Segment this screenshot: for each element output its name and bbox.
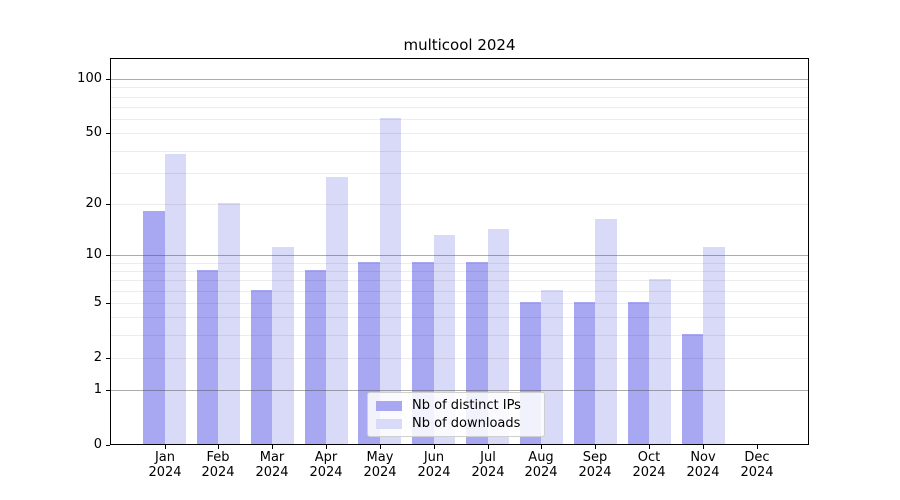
y-tick-label: 20 xyxy=(85,196,102,211)
bar-distinct-ips xyxy=(143,210,165,444)
x-tick-label: Nov 2024 xyxy=(686,450,720,480)
x-axis-tick xyxy=(380,445,381,449)
x-tick-label: Jul 2024 xyxy=(471,450,505,480)
x-axis-tick xyxy=(165,445,166,449)
bar-downloads xyxy=(649,279,671,444)
bar-distinct-ips xyxy=(627,302,650,444)
bar-downloads xyxy=(541,289,563,444)
bar-downloads xyxy=(433,234,456,444)
y-axis-tick xyxy=(106,204,110,205)
x-axis-tick xyxy=(488,445,489,449)
y-axis-tick xyxy=(106,255,110,256)
bar-downloads xyxy=(487,229,510,444)
gridline-minor xyxy=(111,203,808,205)
bar-distinct-ips xyxy=(250,289,273,444)
bar-distinct-ips xyxy=(304,269,327,444)
x-tick-label: Dec 2024 xyxy=(740,450,774,480)
x-axis-tick xyxy=(218,445,219,449)
y-axis-tick xyxy=(106,358,110,359)
x-axis-tick xyxy=(703,445,704,449)
y-axis-tick xyxy=(106,445,110,446)
x-tick-label: Apr 2024 xyxy=(309,450,343,480)
y-axis-tick xyxy=(106,133,110,134)
y-tick-label: 100 xyxy=(77,71,102,86)
x-axis-tick xyxy=(272,445,273,449)
plot-area xyxy=(110,58,809,445)
bar-distinct-ips xyxy=(681,334,703,444)
x-tick-label: Sep 2024 xyxy=(578,450,612,480)
legend-label-downloads: Nb of downloads xyxy=(412,416,521,431)
bar-downloads xyxy=(379,118,402,444)
bar-downloads xyxy=(164,153,186,444)
x-axis-tick xyxy=(649,445,650,449)
x-tick-label: Oct 2024 xyxy=(632,450,666,480)
y-tick-label: 1 xyxy=(93,382,102,397)
gridline-minor xyxy=(111,96,808,98)
bar-downloads xyxy=(326,177,348,444)
legend-row-distinct-ips: Nb of distinct IPs xyxy=(376,398,536,413)
bar-downloads xyxy=(218,202,240,444)
y-tick-label: 5 xyxy=(93,295,102,310)
y-axis-tick xyxy=(106,79,110,80)
x-axis-tick xyxy=(326,445,327,449)
x-axis-tick xyxy=(541,445,542,449)
legend-swatch-downloads xyxy=(376,418,402,429)
bar-downloads xyxy=(703,247,725,444)
bar-distinct-ips xyxy=(196,269,219,444)
x-tick-label: Jan 2024 xyxy=(148,450,182,480)
gridline-minor xyxy=(111,133,808,135)
x-tick-label: Feb 2024 xyxy=(201,450,235,480)
chart-title: multicool 2024 xyxy=(403,36,516,54)
gridline-minor xyxy=(111,150,808,152)
legend-swatch-distinct-ips xyxy=(376,400,402,411)
y-tick-label: 50 xyxy=(85,125,102,140)
bar-distinct-ips xyxy=(573,302,596,444)
legend: Nb of distinct IPs Nb of downloads xyxy=(367,392,545,437)
gridline-minor xyxy=(111,107,808,109)
x-tick-label: Mar 2024 xyxy=(255,450,289,480)
y-tick-label: 2 xyxy=(93,350,102,365)
x-tick-label: May 2024 xyxy=(363,450,397,480)
y-tick-label: 10 xyxy=(85,247,102,262)
y-axis-tick xyxy=(106,303,110,304)
x-tick-label: Aug 2024 xyxy=(524,450,558,480)
legend-label-distinct-ips: Nb of distinct IPs xyxy=(412,398,521,413)
x-axis-tick xyxy=(595,445,596,449)
y-axis-tick xyxy=(106,390,110,391)
legend-row-downloads: Nb of downloads xyxy=(376,416,536,431)
gridline-minor xyxy=(111,87,808,89)
y-tick-label: 0 xyxy=(93,437,102,452)
gridline-major xyxy=(111,79,808,81)
x-axis-tick xyxy=(434,445,435,449)
x-axis-tick xyxy=(757,445,758,449)
x-tick-label: Jun 2024 xyxy=(417,450,451,480)
gridline-minor xyxy=(111,119,808,121)
bar-downloads xyxy=(595,219,617,444)
bar-downloads xyxy=(272,247,294,444)
gridline-minor xyxy=(111,172,808,174)
